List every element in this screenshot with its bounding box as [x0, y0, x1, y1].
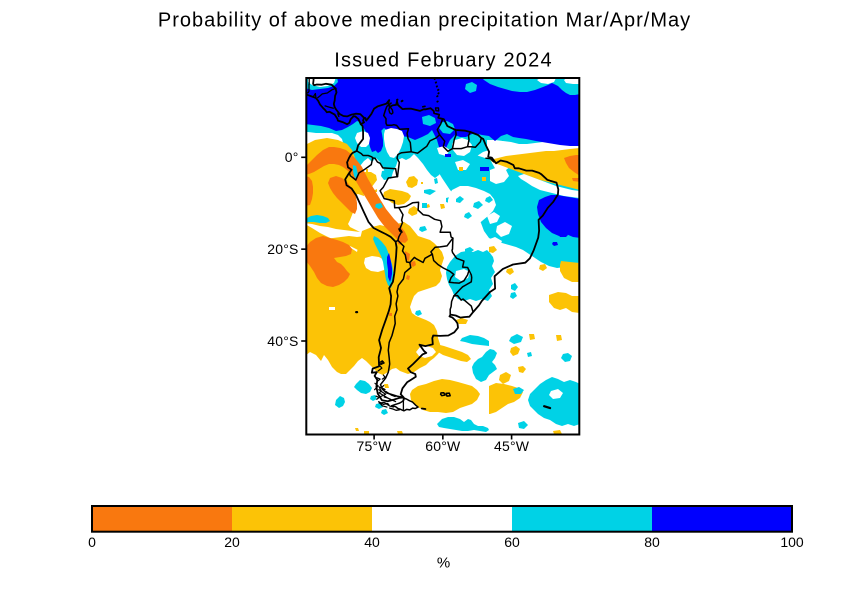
- svg-text:60: 60: [504, 534, 520, 550]
- svg-text:60°W: 60°W: [425, 438, 461, 454]
- svg-text:Probability of above median pr: Probability of above median precipitatio…: [158, 10, 691, 32]
- svg-text:80: 80: [644, 534, 660, 550]
- svg-text:Issued February 2024: Issued February 2024: [334, 50, 553, 72]
- svg-text:0: 0: [88, 534, 96, 550]
- svg-text:100: 100: [780, 534, 804, 550]
- svg-text:20: 20: [224, 534, 240, 550]
- svg-text:40: 40: [364, 534, 380, 550]
- svg-text:20°S: 20°S: [267, 241, 298, 257]
- svg-text:0°: 0°: [285, 149, 299, 165]
- svg-text:45°W: 45°W: [494, 438, 530, 454]
- svg-text:40°S: 40°S: [267, 333, 298, 349]
- svg-text:75°W: 75°W: [357, 438, 393, 454]
- svg-text:%: %: [437, 555, 450, 572]
